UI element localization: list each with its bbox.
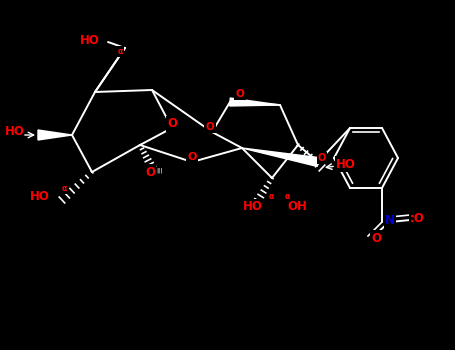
Text: O: O: [206, 122, 214, 132]
Text: O: O: [318, 153, 326, 163]
Polygon shape: [242, 148, 319, 167]
Text: O: O: [145, 166, 155, 178]
Polygon shape: [38, 130, 72, 140]
Text: α: α: [62, 184, 67, 193]
Text: HO: HO: [80, 34, 100, 47]
Text: |||: |||: [156, 167, 162, 173]
Text: HO: HO: [30, 190, 50, 203]
Text: α: α: [269, 192, 274, 201]
Text: O: O: [187, 152, 197, 162]
Polygon shape: [230, 98, 280, 106]
Text: OH: OH: [287, 201, 307, 214]
Text: O: O: [167, 118, 177, 131]
Text: :O: :O: [410, 211, 425, 224]
Text: α: α: [118, 47, 123, 56]
Text: HO: HO: [336, 158, 356, 170]
Text: O: O: [371, 231, 381, 245]
Text: N: N: [385, 215, 395, 228]
Text: α: α: [285, 192, 290, 201]
Text: O: O: [236, 89, 244, 99]
Text: HO: HO: [5, 126, 25, 139]
Text: HO: HO: [243, 201, 263, 214]
